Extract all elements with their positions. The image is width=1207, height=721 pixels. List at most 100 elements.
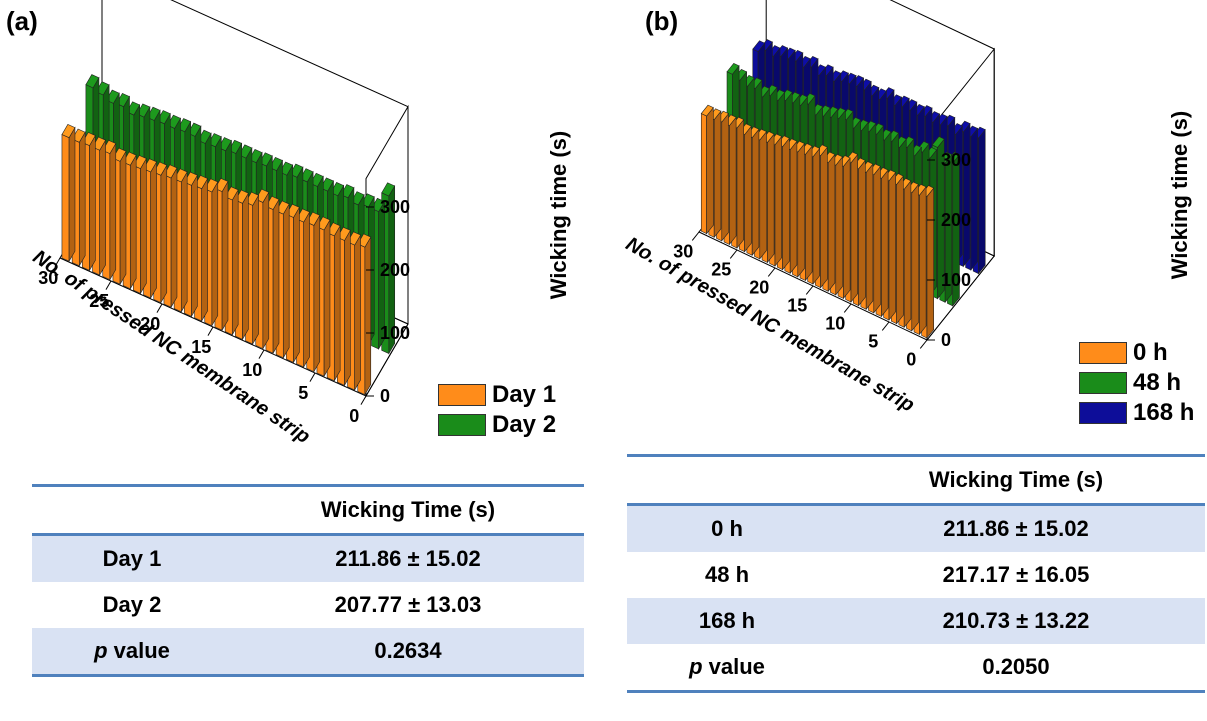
bar-top bbox=[320, 177, 334, 192]
bar-top bbox=[132, 154, 147, 170]
bar-side bbox=[827, 153, 836, 293]
bar-side bbox=[926, 187, 935, 339]
bar-top bbox=[136, 103, 151, 118]
panel-label: (b) bbox=[645, 6, 679, 36]
table-row: Day 2 207.77 ± 13.03 bbox=[32, 582, 584, 628]
bar-side bbox=[272, 198, 280, 355]
x-tick-label: 10 bbox=[825, 314, 845, 334]
bar-top bbox=[102, 139, 117, 154]
bar-top bbox=[347, 231, 361, 246]
row-label: 48 h bbox=[704, 562, 750, 587]
bar-side bbox=[835, 156, 843, 296]
legend-label: 48 h bbox=[1133, 369, 1182, 396]
x-tick-label: 5 bbox=[298, 383, 308, 403]
bar-top bbox=[95, 81, 110, 96]
row-value: 210.73 ± 13.22 bbox=[827, 598, 1205, 644]
bar bbox=[700, 104, 714, 235]
legend-label: Day 2 bbox=[492, 411, 557, 438]
bar-side bbox=[858, 159, 866, 307]
bar-side bbox=[767, 133, 775, 264]
p-value: 0.2634 bbox=[232, 628, 584, 676]
table-row-p: p value 0.2050 bbox=[627, 644, 1205, 692]
bar-top bbox=[197, 129, 212, 144]
x-tick-label: 0 bbox=[349, 406, 359, 426]
bar-top bbox=[167, 114, 181, 129]
bar-top bbox=[156, 110, 171, 125]
bar-top bbox=[116, 93, 130, 108]
stats-table: Wicking Time (s) Day 1 211.86 ± 15.02 Da… bbox=[32, 484, 584, 677]
bar-side bbox=[201, 177, 208, 323]
bar-side bbox=[736, 118, 744, 249]
bar bbox=[61, 124, 76, 263]
bar-top bbox=[269, 156, 283, 172]
bar-top bbox=[163, 164, 178, 179]
table-row: 48 h 217.17 ± 16.05 bbox=[627, 552, 1205, 598]
bar-front bbox=[700, 113, 707, 235]
bar-side bbox=[850, 153, 858, 303]
bar-top bbox=[224, 186, 239, 201]
bar-side bbox=[323, 218, 331, 378]
row-value: 211.86 ± 15.02 bbox=[232, 534, 584, 582]
bar-side bbox=[797, 142, 805, 278]
p-value: 0.2050 bbox=[982, 654, 1050, 679]
bar-side bbox=[231, 188, 239, 336]
row-value: 211.86 ± 15.02 bbox=[827, 504, 1205, 552]
bar-top bbox=[234, 189, 249, 204]
row-value: 207.77 ± 13.03 bbox=[334, 592, 482, 617]
legend-item: Day 1 bbox=[438, 380, 556, 410]
p-label: p value bbox=[689, 654, 765, 679]
row-label: 0 h bbox=[627, 504, 827, 552]
bar-side bbox=[865, 163, 874, 311]
bar-top bbox=[289, 163, 304, 178]
bar-side bbox=[978, 128, 986, 275]
bar-side bbox=[89, 134, 96, 272]
z-tick-label: 200 bbox=[380, 260, 410, 280]
bar-top bbox=[336, 226, 351, 241]
bar-top bbox=[326, 222, 341, 237]
bar-top bbox=[285, 203, 300, 218]
bar-top bbox=[309, 172, 324, 187]
bar-top bbox=[700, 104, 714, 117]
panel-b: (b) 0 5 10 15 20 25 30 0 100 200 300 Wicking time (… bbox=[607, 0, 1207, 721]
bar-side bbox=[962, 122, 971, 268]
table-row: 0 h 211.86 ± 15.02 bbox=[627, 504, 1205, 552]
bar-side bbox=[252, 194, 259, 346]
bar-top bbox=[357, 233, 372, 248]
legend-swatch-blue bbox=[1079, 402, 1127, 424]
x-tick-label: 10 bbox=[242, 360, 262, 380]
z-tick-label: 100 bbox=[941, 270, 971, 290]
x-tick bbox=[805, 285, 814, 295]
z-axis-label: Wicking time (s) bbox=[546, 131, 571, 300]
bar-top bbox=[177, 118, 192, 133]
x-tick bbox=[54, 257, 61, 267]
bar-top bbox=[258, 152, 273, 167]
bar-top bbox=[726, 62, 740, 75]
bar-side bbox=[721, 112, 729, 242]
bar-top bbox=[371, 197, 385, 212]
z-tick-label: 300 bbox=[380, 197, 410, 217]
panel-a: (a) 0 5 10 15 20 25 30 0 100 200 300 Wicking time (… bbox=[0, 0, 600, 721]
legend-item: 168 h bbox=[1079, 398, 1194, 428]
bar-side bbox=[919, 186, 927, 336]
table-header-cell bbox=[627, 455, 827, 506]
legend-item: 48 h bbox=[1079, 368, 1194, 398]
legend-swatch-orange bbox=[1079, 342, 1127, 364]
bar-side bbox=[78, 131, 86, 267]
x-tick-label: 25 bbox=[89, 291, 109, 311]
x-tick-label: 5 bbox=[868, 332, 878, 352]
bar-side bbox=[129, 154, 137, 290]
bar-side bbox=[812, 147, 820, 285]
bar-top bbox=[299, 168, 314, 183]
x-tick-label: 15 bbox=[191, 337, 211, 357]
row-value: 217.17 ± 16.05 bbox=[942, 562, 1090, 587]
z-tick-label: 0 bbox=[380, 386, 390, 406]
legend-label: Day 1 bbox=[492, 381, 557, 408]
bar-top bbox=[81, 131, 96, 147]
x-tick bbox=[105, 280, 112, 290]
z-tick-label: 0 bbox=[941, 330, 951, 350]
bar-side bbox=[262, 191, 270, 350]
x-tick bbox=[729, 249, 738, 259]
x-tick bbox=[881, 321, 890, 331]
bar-side bbox=[911, 183, 919, 332]
bar-top bbox=[218, 137, 232, 152]
